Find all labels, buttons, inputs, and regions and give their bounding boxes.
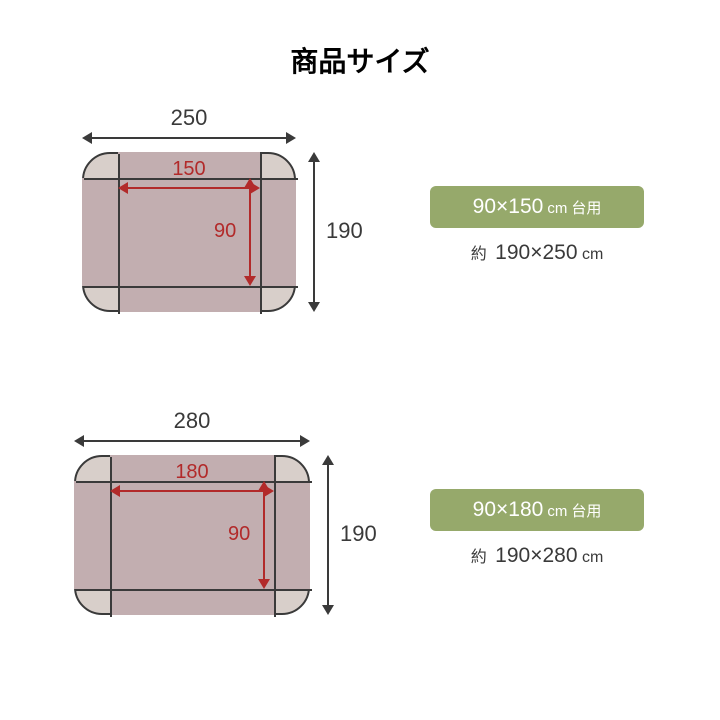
desc-num: 190×250 — [495, 241, 577, 264]
badge-suffix: 台用 — [571, 188, 601, 230]
badge-suffix: 台用 — [571, 491, 601, 533]
outer-width-label: 250 — [82, 105, 296, 131]
badge-unit: cm — [547, 491, 567, 533]
desc-unit: cm — [582, 246, 603, 263]
desc-unit: cm — [582, 549, 603, 566]
page-title: 商品サイズ — [0, 40, 720, 80]
inner-height-label: 90 — [228, 523, 250, 546]
size-desc: 約 190×280 cm — [430, 543, 644, 568]
size-badge: 90×150 cm 台用 — [430, 186, 644, 228]
desc-prefix: 約 — [471, 549, 487, 566]
size-badge: 90×180 cm 台用 — [430, 489, 644, 531]
outer-height-label: 190 — [340, 521, 377, 547]
size-desc: 約 190×250 cm — [430, 240, 644, 265]
desc-num: 190×280 — [495, 544, 577, 567]
badge-num: 90×180 — [473, 489, 544, 531]
badge-unit: cm — [547, 188, 567, 230]
inner-width-label: 150 — [118, 158, 260, 181]
outer-width-label: 280 — [74, 408, 310, 434]
desc-prefix: 約 — [471, 246, 487, 263]
inner-width-label: 180 — [110, 461, 274, 484]
badge-num: 90×150 — [473, 186, 544, 228]
outer-height-label: 190 — [326, 218, 363, 244]
inner-height-label: 90 — [214, 220, 236, 243]
